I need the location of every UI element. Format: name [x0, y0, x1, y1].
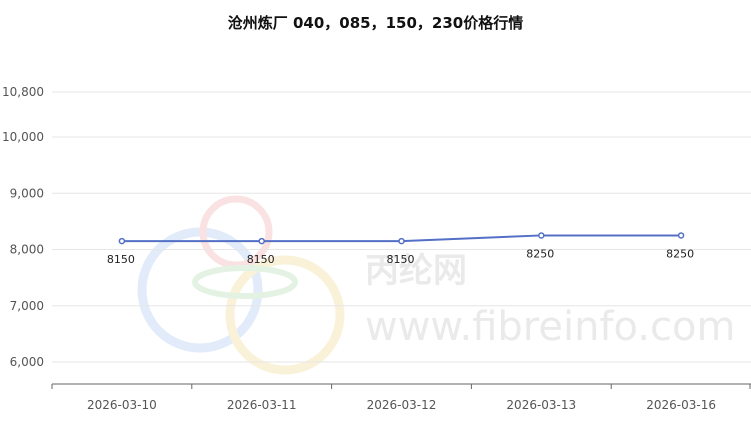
chart-title: 沧州炼厂 040，085，150，230价格行情: [227, 14, 524, 32]
data-label: 8150: [247, 253, 275, 266]
y-tick-label: 6,000: [10, 355, 44, 369]
data-point[interactable]: [398, 237, 405, 245]
data-label: 8250: [666, 247, 694, 260]
data-point[interactable]: [538, 232, 545, 239]
data-point[interactable]: [118, 237, 126, 245]
y-tick-label: 8,000: [10, 243, 44, 257]
y-tick-label: 9,000: [10, 186, 44, 200]
watermark-ring-green: [192, 265, 298, 299]
data-label: 8150: [107, 253, 135, 266]
data-point[interactable]: [258, 237, 265, 245]
x-tick-label: 2026-03-10: [87, 398, 157, 412]
y-tick-label: 7,000: [10, 299, 44, 313]
y-tick-label: 10,000: [2, 130, 44, 144]
data-label: 8150: [387, 253, 415, 266]
x-tick-label: 2026-03-16: [646, 398, 716, 412]
x-tick-label: 2026-03-13: [506, 398, 576, 412]
watermark: 丙纶网 www.fibreinfo.com: [137, 195, 735, 375]
watermark-brand: 丙纶网: [365, 251, 467, 291]
y-tick-label: 10,800: [2, 85, 44, 99]
watermark-url: www.fibreinfo.com: [365, 304, 735, 350]
watermark-ring-yellow: [225, 255, 345, 375]
x-tick-label: 2026-03-11: [227, 398, 297, 412]
data-point[interactable]: [677, 232, 685, 239]
x-tick-label: 2026-03-12: [367, 398, 437, 412]
watermark-ring-red: [199, 195, 273, 269]
data-label: 8250: [526, 247, 554, 260]
